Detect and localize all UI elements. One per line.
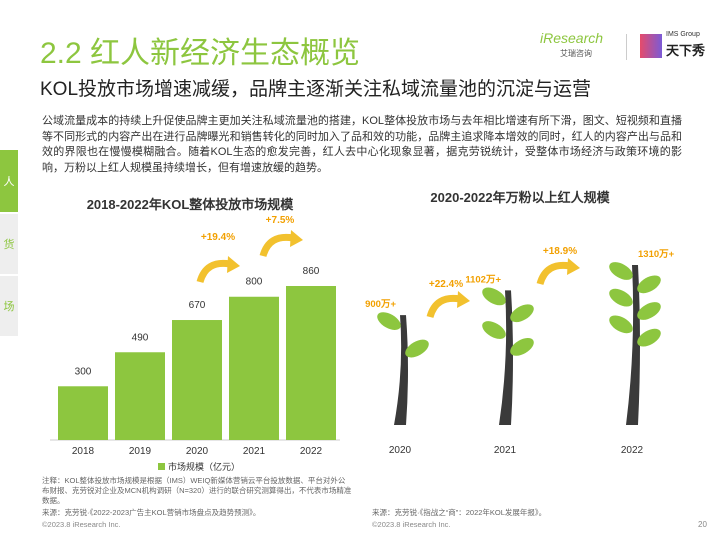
leaf — [609, 262, 633, 280]
legend-swatch — [158, 463, 165, 470]
value-label: 900万+ — [365, 299, 396, 310]
leaf — [609, 288, 633, 307]
logo-text: iResearch — [540, 30, 604, 46]
arrow-head — [290, 230, 303, 247]
leaf — [637, 328, 661, 347]
arrow-head — [227, 256, 240, 273]
growth-label: +7.5% — [266, 215, 295, 226]
source: 来源：克劳锐·《2022-2023广告主KOL营销市场盘点及趋势预测》。 — [42, 508, 261, 517]
divider — [626, 34, 627, 60]
bar — [229, 296, 279, 440]
plant-stem — [626, 265, 640, 425]
leaf — [482, 287, 506, 306]
x-tick-label: 2021 — [243, 446, 266, 457]
plant-stem — [499, 290, 513, 425]
side-tab[interactable]: 人 — [0, 150, 18, 212]
growth-arrow — [426, 294, 461, 319]
bar — [58, 386, 108, 440]
growth-arrow — [196, 259, 231, 284]
value-label: 1310万+ — [638, 249, 675, 260]
value-label: 670 — [189, 300, 206, 311]
x-tick-label: 2018 — [72, 446, 95, 457]
x-tick-label: 2021 — [494, 445, 517, 456]
page-number: 20 — [698, 520, 707, 529]
leaf — [510, 337, 534, 356]
footer: ©2023.8 iResearch Inc. — [372, 520, 451, 529]
growth-label: +18.9% — [543, 246, 577, 257]
leaf — [637, 275, 661, 294]
side-tab[interactable]: 货 — [0, 214, 18, 274]
leaf — [637, 302, 661, 320]
leaf — [482, 321, 506, 339]
arrow-head — [567, 258, 580, 275]
value-label: 860 — [303, 266, 320, 277]
bar — [172, 320, 222, 440]
growth-arrow — [536, 261, 571, 286]
logo-text: 天下秀 — [666, 43, 706, 58]
leaf — [510, 304, 534, 323]
value-label: 800 — [246, 277, 263, 288]
leaf — [609, 315, 633, 334]
growth-arrow — [259, 233, 294, 258]
growth-label: +19.4% — [201, 232, 235, 243]
body-text: 公域流量成本的持续上升促使品牌主更加关注私域流量池的搭建，KOL整体投放市场与去… — [42, 115, 682, 174]
plant-stem — [394, 315, 408, 425]
logo-icon — [640, 34, 662, 58]
value-label: 300 — [75, 366, 92, 377]
source: 来源：克劳锐·《指战之“商”：2022年KOL发展年报》。 — [372, 508, 547, 517]
slide-subtitle: KOL投放市场增速减缓，品牌主逐渐关注私域流量池的沉淀与运营 — [40, 79, 592, 100]
leaf — [405, 339, 429, 358]
leaf — [377, 312, 401, 330]
growth-label: +22.4% — [429, 279, 463, 290]
chart-title: 2020-2022年万粉以上红人规模 — [430, 190, 610, 205]
slide-title: 2.2 红人新经济生态概览 — [40, 37, 361, 70]
value-label: 1102万+ — [465, 274, 501, 285]
legend-label: 市场规模（亿元） — [168, 461, 240, 472]
value-label: 490 — [132, 332, 149, 343]
x-tick-label: 2019 — [129, 446, 152, 457]
logo-text: 艾瑞咨询 — [560, 49, 592, 58]
note: 注释：KOL整体投放市场规模是根据（IMS）WEIQ新媒体营销云平台投放数据、平… — [42, 476, 352, 505]
x-tick-label: 2022 — [300, 446, 323, 457]
x-tick-label: 2020 — [389, 445, 412, 456]
x-tick-label: 2022 — [621, 445, 644, 456]
bar — [286, 286, 336, 440]
footer: ©2023.8 iResearch Inc. — [42, 520, 121, 529]
bar — [115, 352, 165, 440]
chart-title: 2018-2022年KOL整体投放市场规模 — [87, 197, 295, 212]
arrow-head — [457, 291, 470, 308]
x-tick-label: 2020 — [186, 446, 209, 457]
logo-text: IMS Group — [666, 31, 700, 38]
side-tab[interactable]: 场 — [0, 276, 18, 336]
